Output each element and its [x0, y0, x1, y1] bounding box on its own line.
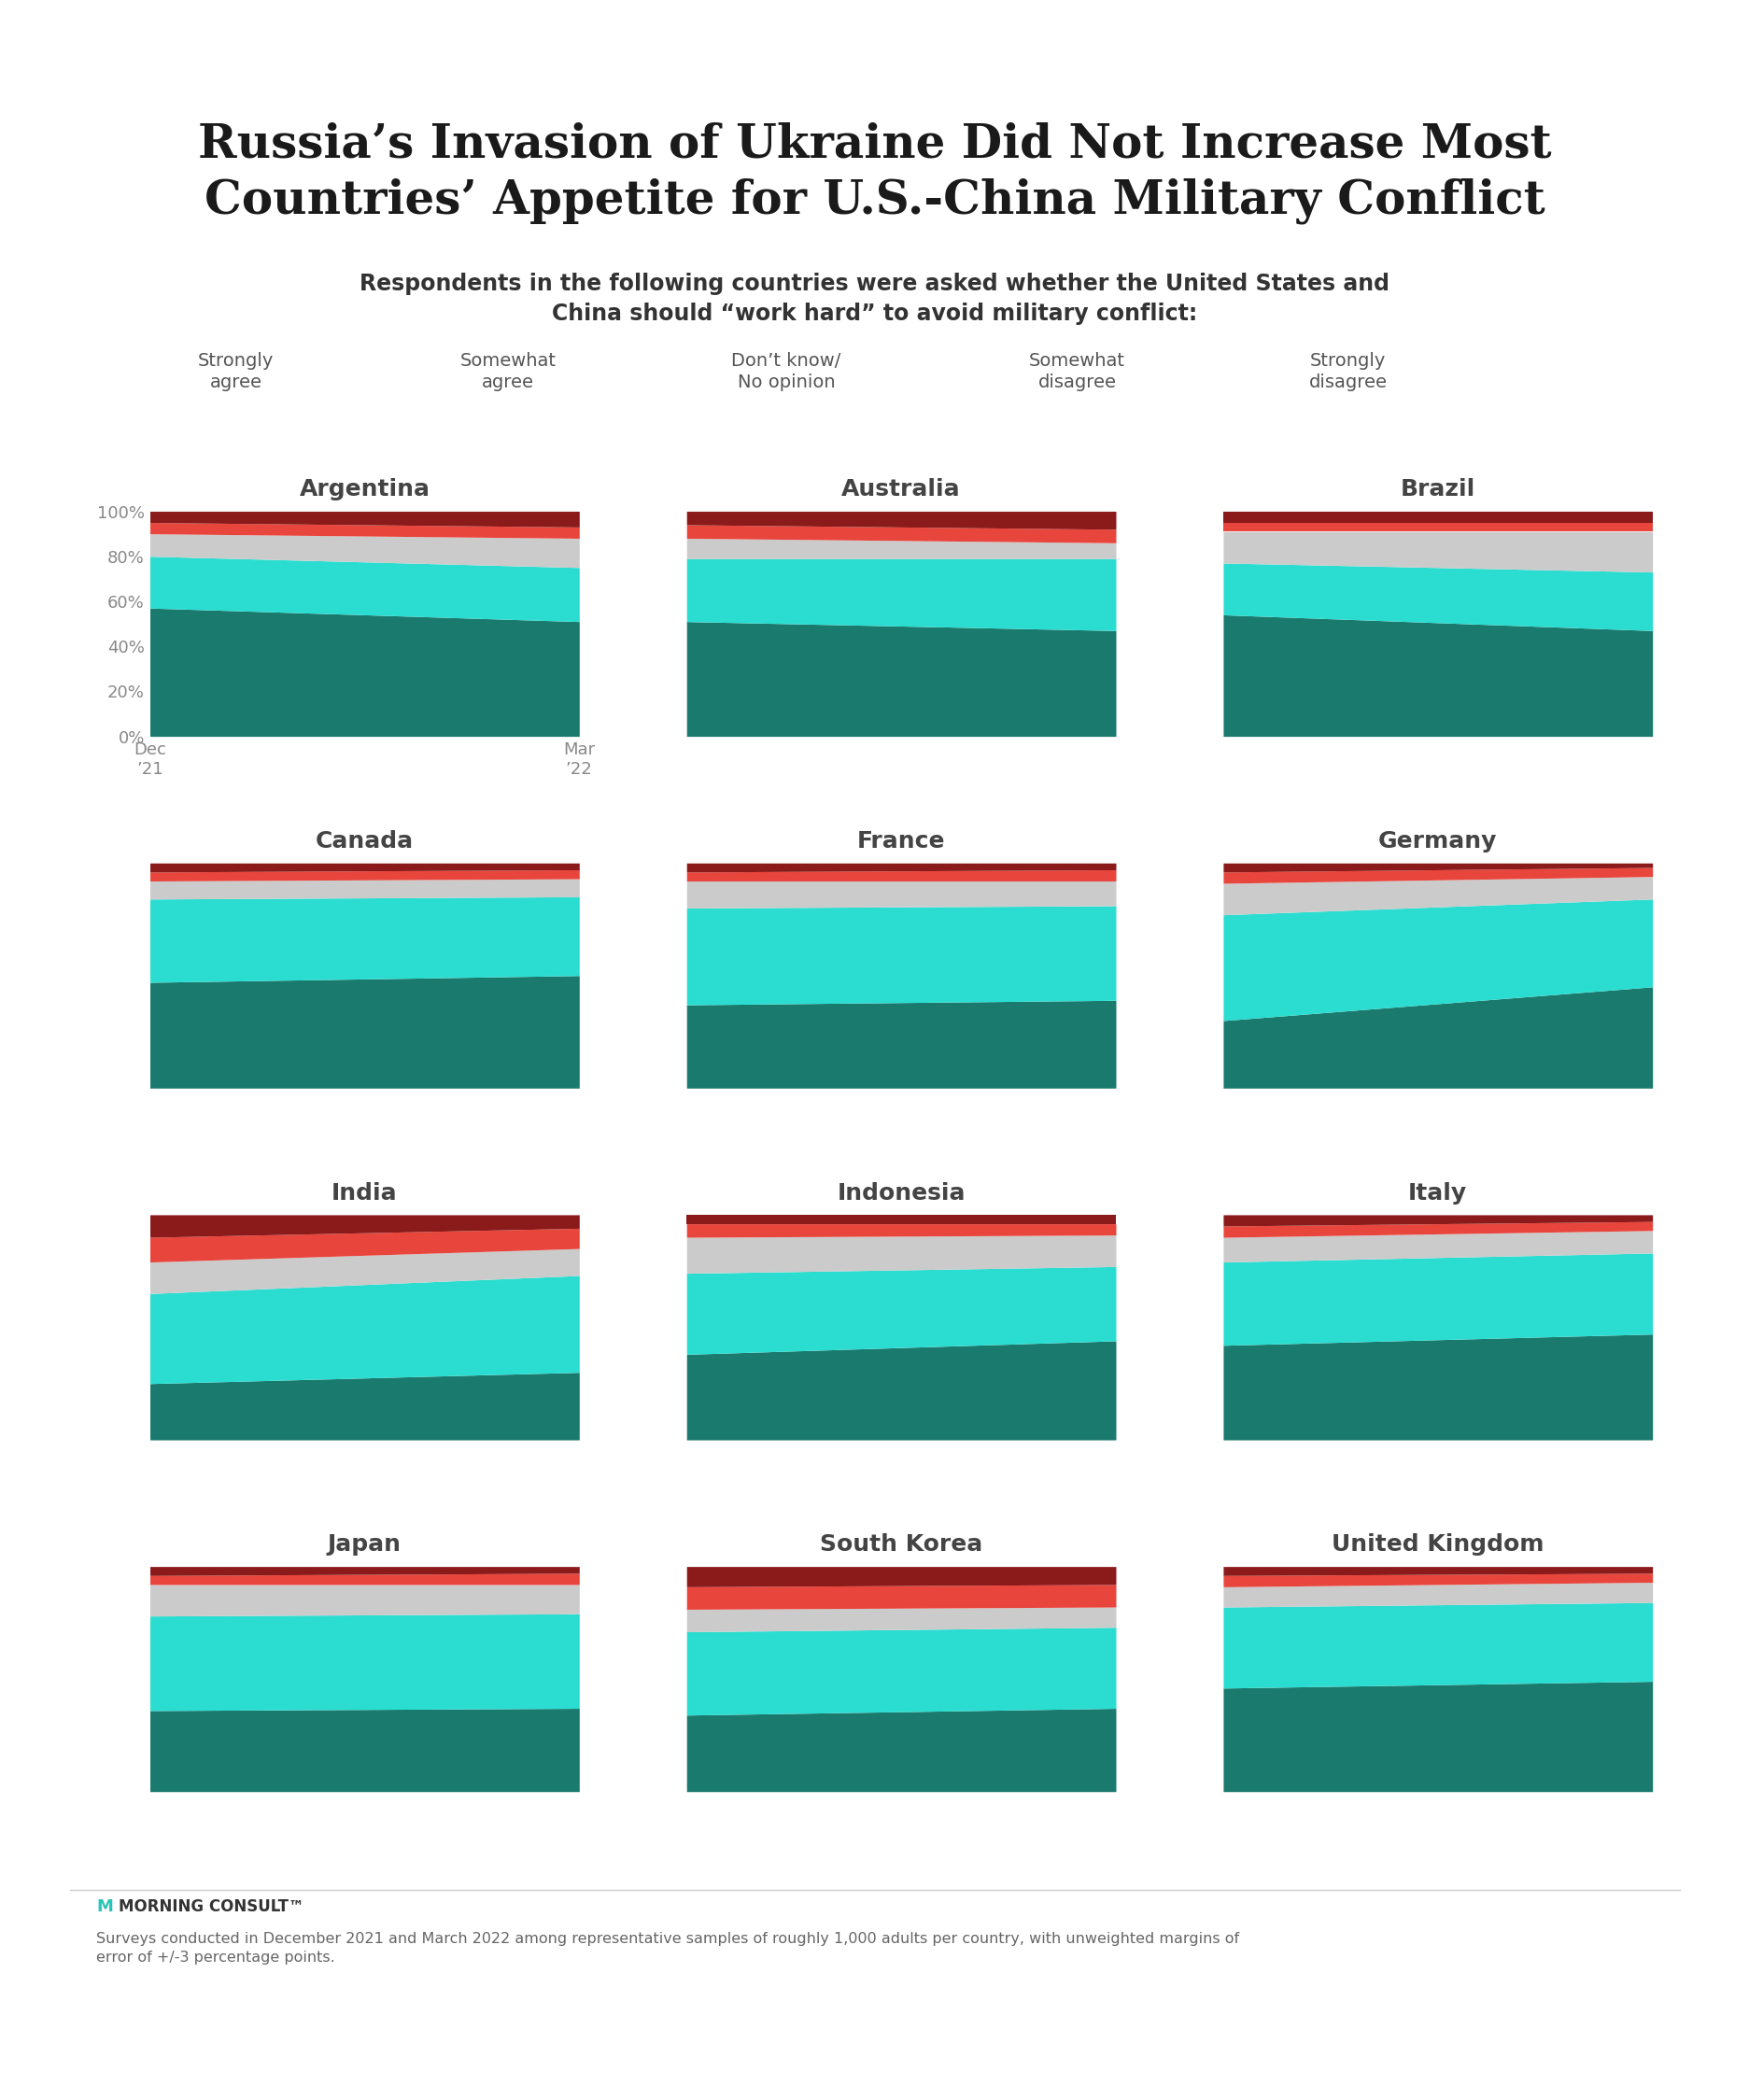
Text: Surveys conducted in December 2021 and March 2022 among representative samples o: Surveys conducted in December 2021 and M… — [96, 1932, 1238, 1964]
Text: Argentina: Argentina — [299, 479, 430, 500]
Text: Don’t know/
No opinion: Don’t know/ No opinion — [731, 353, 841, 391]
Text: United Kingdom: United Kingdom — [1331, 1533, 1543, 1556]
Text: France: France — [857, 830, 944, 853]
Text: M: M — [96, 1898, 114, 1915]
Text: Indonesia: Indonesia — [836, 1182, 965, 1203]
Text: India: India — [331, 1182, 397, 1203]
Text: Somewhat
agree: Somewhat agree — [460, 353, 556, 391]
Text: Australia: Australia — [841, 479, 960, 500]
Text: Canada: Canada — [315, 830, 413, 853]
Text: Germany: Germany — [1378, 830, 1497, 853]
Text: Strongly
agree: Strongly agree — [198, 353, 273, 391]
Text: Strongly
disagree: Strongly disagree — [1308, 353, 1387, 391]
Text: Russia’s Invasion of Ukraine Did Not Increase Most
Countries’ Appetite for U.S.-: Russia’s Invasion of Ukraine Did Not Inc… — [198, 122, 1551, 225]
Text: Brazil: Brazil — [1399, 479, 1474, 500]
Text: Somewhat
disagree: Somewhat disagree — [1028, 353, 1125, 391]
Text: Respondents in the following countries were asked whether the United States and
: Respondents in the following countries w… — [360, 273, 1389, 325]
Text: MORNING CONSULT™: MORNING CONSULT™ — [119, 1898, 304, 1915]
Text: Japan: Japan — [327, 1533, 401, 1556]
Text: Italy: Italy — [1408, 1182, 1467, 1203]
Text: South Korea: South Korea — [820, 1533, 981, 1556]
